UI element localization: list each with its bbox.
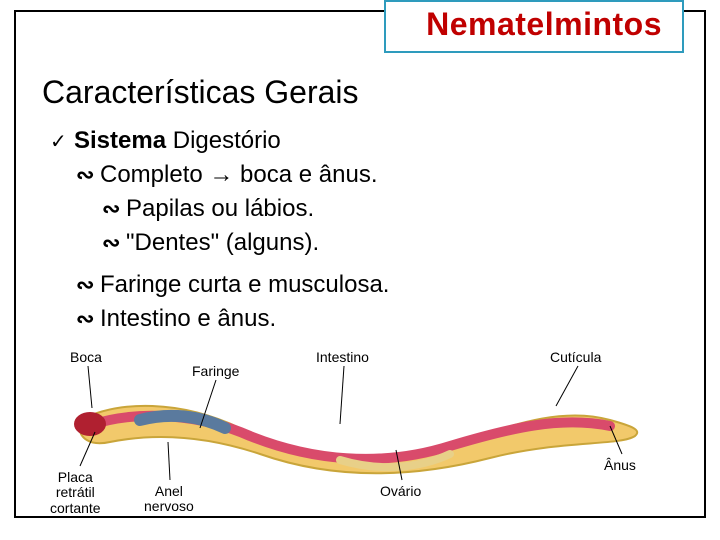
wave-icon: ∾ <box>76 272 100 298</box>
content-area: Características Gerais ✓ Sistema Digestó… <box>42 74 702 339</box>
bullet-text: Papilas ou lábios. <box>126 195 314 223</box>
diagram-label-ovario: Ovário <box>380 484 421 499</box>
bullet-rest: Digestório <box>166 127 281 154</box>
diagram-label-placa: Placa retrátil cortante <box>50 470 101 516</box>
wave-icon: ∾ <box>102 196 126 222</box>
bullet-text: Intestino e ânus. <box>100 305 276 333</box>
bullet-level-2: ∾ Intestino e ânus. <box>76 305 702 333</box>
bullet-text: "Dentes" (alguns). <box>126 229 319 257</box>
diagram-label-intestino: Intestino <box>316 350 369 365</box>
diagram-label-anus: Ânus <box>604 458 636 473</box>
bullet-bold: Sistema <box>74 127 166 154</box>
worm-diagram: Boca Faringe Intestino Cutícula Placa retrát… <box>40 350 680 520</box>
check-icon: ✓ <box>50 129 74 154</box>
bullet-level-1: ✓ Sistema Digestório <box>50 127 702 155</box>
bullet-level-3: ∾ "Dentes" (alguns). <box>102 229 702 257</box>
bullet-text: Sistema Digestório <box>74 127 281 155</box>
worm-svg <box>40 350 680 520</box>
wave-icon: ∾ <box>102 230 126 256</box>
diagram-label-cuticula: Cutícula <box>550 350 601 365</box>
bullet-level-3: ∾ Papilas ou lábios. <box>102 195 702 223</box>
diagram-label-faringe: Faringe <box>192 364 239 379</box>
bullet-text: Completo → boca e ânus. <box>100 161 378 189</box>
slide-title-box: Nematelmintos <box>384 0 684 53</box>
diagram-label-anel: Anel nervoso <box>144 484 194 515</box>
wave-icon: ∾ <box>76 306 100 332</box>
bullet-level-2: ∾ Faringe curta e musculosa. <box>76 271 702 299</box>
wave-icon: ∾ <box>76 162 100 188</box>
diagram-label-boca: Boca <box>70 350 102 365</box>
bullet-level-2: ∾ Completo → boca e ânus. <box>76 161 702 189</box>
bullet-text: Faringe curta e musculosa. <box>100 271 389 299</box>
section-heading: Características Gerais <box>42 74 702 111</box>
slide-title: Nematelmintos <box>426 6 662 42</box>
